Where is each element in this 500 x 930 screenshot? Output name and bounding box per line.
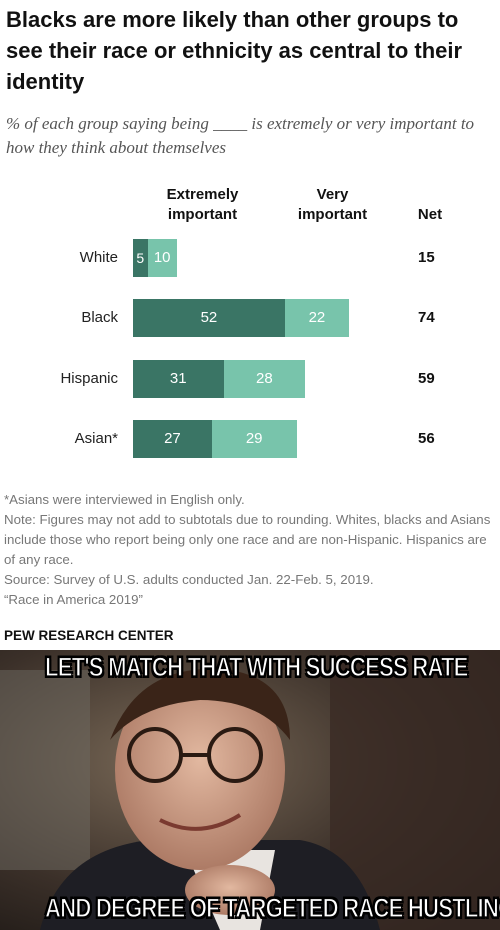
note: *Asians were interviewed in English only… <box>4 492 245 507</box>
legend-label: Very important <box>297 186 368 223</box>
bar <box>133 239 148 277</box>
value-label: 29 <box>245 429 263 447</box>
value-label: 10 <box>153 249 171 266</box>
note: “Race in America 2019” <box>4 592 143 607</box>
value-label: 28 <box>256 369 273 387</box>
meme-top-text: LET'S MATCH THAT WITH SUCCESS RATE <box>45 651 469 682</box>
notes: *Asians were interviewed in English only… <box>4 490 496 610</box>
chart-title: Blacks are more likely than other groups… <box>6 7 463 94</box>
bar <box>133 359 224 398</box>
bar <box>133 419 212 458</box>
value-label: 5 <box>136 250 145 266</box>
bar <box>211 419 297 458</box>
net-value: 15 <box>418 249 435 266</box>
bar <box>284 299 350 338</box>
category-label: White <box>79 249 118 266</box>
organization: PEW RESEARCH CENTER <box>4 628 174 643</box>
value-label: 27 <box>164 429 181 447</box>
meme-photo <box>0 650 500 930</box>
bar <box>223 359 306 398</box>
bar <box>133 299 285 338</box>
net-value: 74 <box>418 309 435 327</box>
category-label: Black <box>81 309 118 327</box>
note: Note: Figures may not add to subtotals d… <box>4 512 491 567</box>
net-header: Net <box>417 206 443 223</box>
net-value: 59 <box>418 369 435 387</box>
value-label: 22 <box>308 309 326 327</box>
note: Source: Survey of U.S. adults conducted … <box>4 572 374 587</box>
chart: Extremely important Very important Net Whit… <box>60 186 443 458</box>
category-label: Hispanic <box>60 369 118 387</box>
bar <box>147 239 177 277</box>
chart-subtitle: % of each group saying being ____ is ext… <box>6 114 475 157</box>
meme-bottom-text: AND DEGREE OF TARGETED RACE HUSTLING <box>45 892 500 923</box>
legend-label: Extremely important <box>166 186 239 223</box>
value-label: 31 <box>169 369 187 387</box>
category-label: Asian* <box>74 429 118 447</box>
net-value: 56 <box>418 429 435 447</box>
value-label: 52 <box>200 309 218 327</box>
